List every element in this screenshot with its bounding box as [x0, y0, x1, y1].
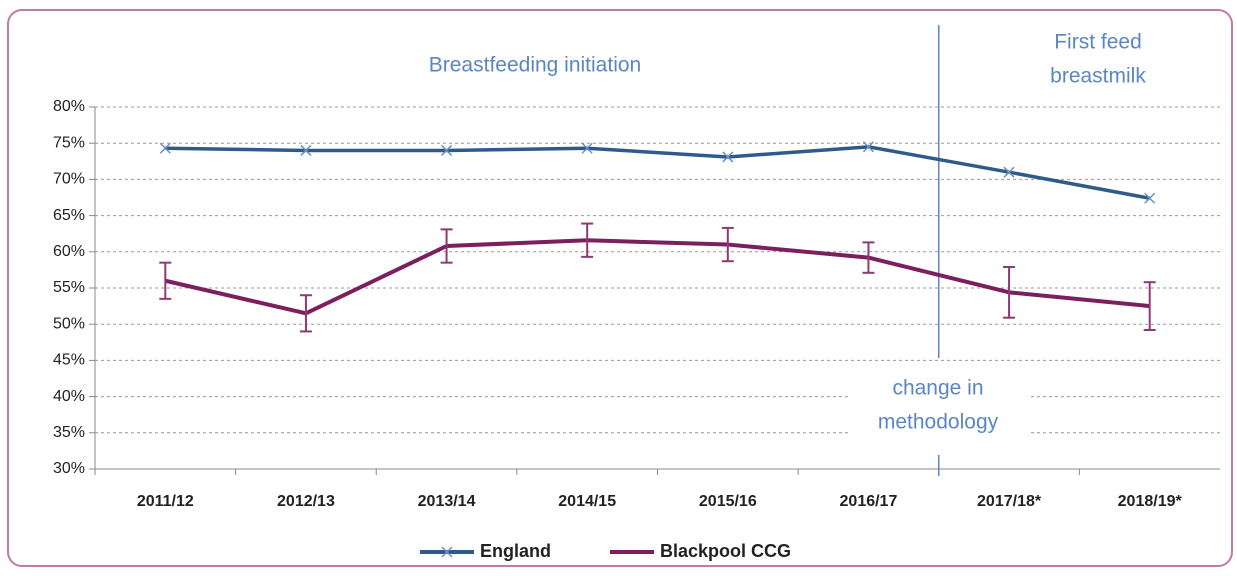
y-tick-label: 35% [53, 424, 85, 441]
series-line [165, 145, 1151, 200]
x-tick-label: 2013/14 [418, 493, 476, 510]
legend-label: England [480, 541, 551, 561]
marker [862, 141, 874, 153]
series-line [164, 238, 1150, 316]
legend-marker [441, 546, 453, 558]
marker [159, 142, 171, 154]
marker [1144, 192, 1156, 204]
x-tick-label: 2015/16 [699, 493, 757, 510]
marker [300, 144, 312, 156]
annotation: Breastfeeding initiation [429, 54, 641, 77]
x-tick-label: 2014/15 [558, 493, 616, 510]
x-tick-label: 2018/19* [1118, 493, 1183, 510]
y-tick-label: 65% [53, 207, 85, 224]
annotation-bg [848, 369, 1028, 439]
y-tick-label: 80% [53, 98, 85, 115]
marker [722, 151, 734, 163]
x-tick-label: 2017/18* [977, 493, 1042, 510]
annotation: breastmilk [1050, 65, 1146, 88]
annotation: change in [892, 377, 983, 400]
marker [1003, 166, 1015, 178]
y-tick-label: 30% [53, 460, 85, 477]
y-tick-label: 75% [53, 134, 85, 151]
y-tick-label: 40% [53, 388, 85, 405]
marker [441, 144, 453, 156]
y-tick-label: 50% [53, 315, 85, 332]
y-tick-label: 55% [53, 279, 85, 296]
y-tick-label: 45% [53, 352, 85, 369]
x-tick-label: 2016/17 [840, 493, 898, 510]
y-tick-label: 60% [53, 243, 85, 260]
y-tick-label: 70% [53, 171, 85, 188]
annotation: methodology [878, 411, 999, 434]
x-tick-label: 2011/12 [137, 493, 194, 510]
x-tick-label: 2012/13 [277, 493, 335, 510]
legend-label: Blackpool CCG [660, 541, 791, 561]
annotation: First feed [1054, 31, 1142, 54]
marker [581, 142, 593, 154]
